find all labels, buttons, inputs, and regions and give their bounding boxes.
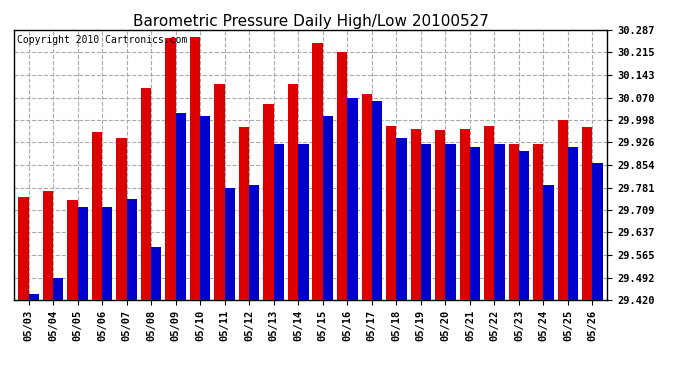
Bar (519, 150, 529, 300)
Bar (200, 116, 210, 300)
Bar (445, 144, 455, 300)
Bar (53, 278, 63, 300)
Bar (337, 53, 347, 300)
Bar (166, 38, 176, 300)
Bar (533, 144, 544, 300)
Bar (239, 127, 249, 300)
Bar (274, 144, 284, 300)
Bar (77, 207, 88, 300)
Bar (117, 138, 126, 300)
Bar (593, 163, 603, 300)
Bar (215, 84, 225, 300)
Bar (372, 101, 382, 300)
Bar (558, 120, 568, 300)
Bar (176, 113, 186, 300)
Bar (495, 144, 504, 300)
Bar (568, 147, 578, 300)
Bar (264, 104, 274, 300)
Bar (288, 84, 298, 300)
Bar (67, 200, 77, 300)
Bar (386, 126, 396, 300)
Bar (102, 207, 112, 300)
Bar (18, 196, 28, 300)
Bar (582, 127, 593, 300)
Bar (470, 147, 480, 300)
Bar (151, 247, 161, 300)
Bar (249, 185, 259, 300)
Bar (126, 199, 137, 300)
Bar (28, 294, 39, 300)
Bar (396, 138, 406, 300)
Bar (313, 43, 323, 300)
Bar (421, 144, 431, 300)
Bar (544, 185, 554, 300)
Bar (435, 130, 445, 300)
Bar (298, 144, 308, 300)
Title: Barometric Pressure Daily High/Low 20100527: Barometric Pressure Daily High/Low 20100… (132, 14, 489, 29)
Bar (323, 116, 333, 300)
Bar (362, 94, 372, 300)
Bar (141, 88, 151, 300)
Bar (225, 188, 235, 300)
Bar (460, 129, 470, 300)
Text: Copyright 2010 Cartronics.com: Copyright 2010 Cartronics.com (17, 35, 187, 45)
Bar (509, 144, 519, 300)
Bar (347, 98, 357, 300)
Bar (190, 37, 200, 300)
Bar (484, 126, 495, 300)
Bar (92, 132, 102, 300)
Bar (411, 129, 421, 300)
Bar (43, 191, 53, 300)
